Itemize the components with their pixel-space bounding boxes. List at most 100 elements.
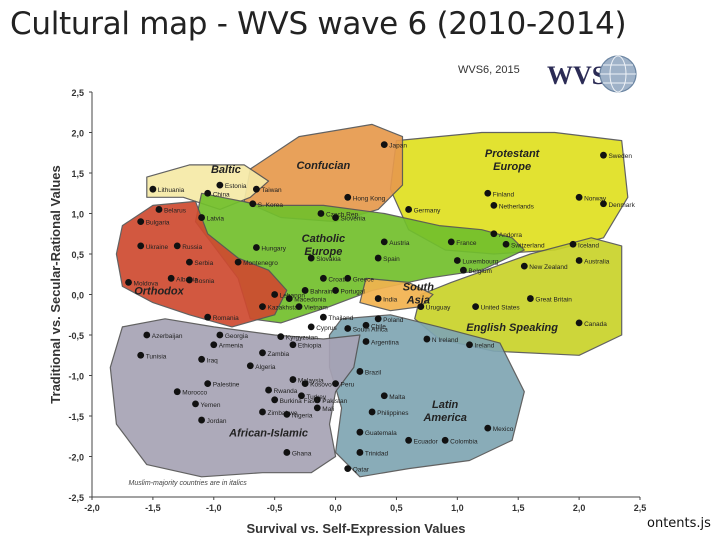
x-tick-label: 2,5 [634, 503, 647, 513]
point-marker [143, 331, 151, 339]
point-label: Brazil [365, 369, 382, 376]
point-marker [216, 181, 224, 189]
point-label: Luxembourg [462, 258, 499, 265]
country-point: Nigeria [283, 410, 313, 419]
point-label: Cyprus [316, 325, 337, 332]
footer-text: ontents.js [647, 516, 711, 531]
point-label: Ecuador [414, 438, 439, 445]
point-marker [210, 341, 218, 349]
point-marker [277, 333, 285, 341]
zone-label-line: America [422, 412, 466, 424]
point-marker [198, 214, 206, 221]
point-label: Slovenia [341, 216, 366, 223]
point-marker [234, 258, 242, 266]
point-label: Nigeria [292, 412, 313, 419]
country-point: Iraq [198, 355, 218, 364]
point-label: Malta [389, 394, 405, 401]
zone-orthodox [115, 200, 288, 328]
country-point: Belarus [155, 206, 187, 214]
y-tick-label: 1,0 [71, 210, 84, 220]
point-marker [356, 428, 364, 436]
point-label: Bulgaria [146, 220, 170, 227]
zone-label-line: Europe [304, 246, 342, 258]
country-point: Austria [380, 238, 410, 247]
point-marker [301, 287, 309, 294]
point-marker [344, 465, 352, 473]
country-point: Norway [575, 193, 607, 202]
point-marker [423, 335, 431, 343]
point-marker [173, 388, 181, 396]
point-label: Mexico [493, 426, 514, 433]
point-label: Romania [213, 315, 239, 322]
country-point: China [204, 189, 230, 198]
point-marker [253, 185, 260, 193]
point-marker [307, 323, 315, 331]
country-point: Mexico [484, 424, 514, 433]
point-label: Ethiopia [298, 343, 322, 350]
footnote-text: Muslim-majority countries are in italics [129, 480, 248, 487]
point-marker [271, 291, 279, 298]
country-point: Serbia [186, 258, 214, 267]
point-label: Zambia [267, 351, 289, 358]
point-label: Greece [353, 276, 375, 283]
zone-label: Baltic [211, 164, 241, 176]
point-label: Philippines [377, 410, 409, 417]
point-marker [356, 449, 364, 456]
point-label: Malaysia [298, 378, 324, 385]
point-marker [441, 436, 449, 444]
country-point: Tunisia [137, 351, 167, 360]
country-point: Bosnia [186, 276, 215, 285]
point-marker [405, 206, 413, 213]
country-point: Palestine [204, 380, 240, 389]
country-point: Belgium [460, 266, 492, 275]
y-tick-label: 0,5 [71, 250, 84, 260]
country-point: Switzerland [502, 240, 545, 249]
point-marker [186, 276, 193, 284]
country-point: Croatia [319, 274, 350, 283]
country-point: Qatar [344, 465, 370, 474]
point-marker [137, 242, 145, 250]
point-label: Russia [182, 244, 202, 251]
x-tick-label: -2,0 [84, 503, 100, 513]
point-label: Japan [389, 143, 407, 150]
point-label: Ukraine [146, 244, 169, 251]
point-marker [204, 313, 212, 321]
point-marker [380, 392, 388, 400]
country-point: Algeria [246, 362, 276, 371]
point-label: France [456, 240, 477, 247]
point-label: Estonia [225, 183, 247, 190]
country-point: Brazil [356, 368, 382, 376]
country-point: Kyrgyzstan [277, 333, 318, 342]
zone-label: English Speaking [466, 322, 558, 334]
country-point: Lithuania [149, 185, 185, 194]
point-label: Armenia [219, 343, 244, 350]
point-marker [490, 202, 498, 209]
country-point: United States [472, 303, 520, 312]
country-point: Japan [380, 141, 407, 150]
country-point: Azerbaijan [143, 331, 183, 340]
y-tick-label: 1,5 [71, 169, 84, 179]
point-label: Lithuania [158, 187, 185, 194]
point-label: Belgium [468, 268, 491, 275]
point-label: Pakistan [322, 398, 347, 405]
point-label: Thailand [328, 315, 353, 322]
zone-label: Confucian [296, 160, 350, 172]
point-label: Iceland [578, 242, 599, 249]
x-tick-label: -0,5 [267, 503, 283, 513]
point-marker [186, 258, 193, 266]
point-label: Serbia [194, 260, 213, 267]
point-marker [265, 386, 272, 394]
point-marker [259, 349, 266, 357]
point-label: Lebanon [280, 293, 306, 300]
point-label: Montenegro [243, 260, 278, 267]
zone-label-line: Latin [432, 399, 459, 411]
point-label: Netherlands [499, 203, 535, 210]
country-point: Australia [575, 257, 610, 265]
point-label: N Ireland [432, 337, 459, 344]
point-label: Qatar [353, 467, 370, 474]
point-marker [313, 396, 321, 404]
point-label: Finland [493, 191, 515, 198]
x-tick-label: 1,0 [451, 503, 464, 513]
point-label: Chile [371, 323, 386, 330]
country-point: India [374, 295, 398, 304]
